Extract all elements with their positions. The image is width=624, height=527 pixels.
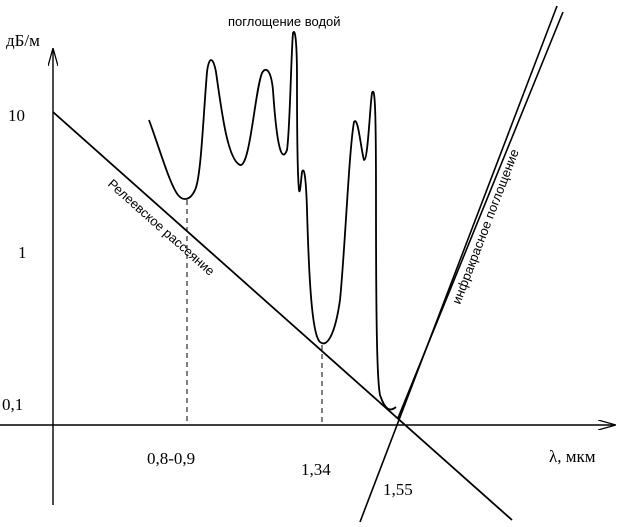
water-absorption-curve — [148, 31, 397, 411]
infrared-absorption-label: инфракрасное поглощение — [449, 147, 522, 306]
rayleigh-scattering-label: Релеевское рассеяние — [105, 176, 218, 279]
rayleigh-scattering-line — [52, 111, 513, 521]
y-tick-label-01: 0,1 — [2, 395, 23, 414]
y-axis-unit-label: дБ/м — [6, 31, 40, 50]
infrared-absorption-line-outer — [359, 5, 558, 523]
y-tick-label-10: 10 — [8, 106, 25, 125]
y-tick-label-1: 1 — [18, 243, 27, 262]
x-tick-label-08-09: 0,8-0,9 — [147, 449, 195, 468]
x-tick-label-134: 1,34 — [301, 460, 331, 479]
water-absorption-label: поглощение водой — [228, 14, 341, 29]
x-axis-unit-label: λ, мкм — [549, 447, 596, 466]
infrared-absorption-line-inner — [397, 11, 564, 419]
x-tick-label-155: 1,55 — [383, 480, 413, 499]
